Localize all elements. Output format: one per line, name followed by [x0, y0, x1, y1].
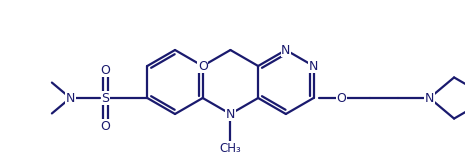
- Text: O: O: [198, 60, 208, 72]
- Text: O: O: [337, 92, 346, 104]
- Text: N: N: [281, 44, 291, 56]
- Text: N: N: [226, 108, 235, 120]
- Text: N: N: [66, 92, 75, 104]
- Text: O: O: [100, 120, 110, 132]
- Text: O: O: [100, 64, 110, 76]
- Text: N: N: [309, 60, 318, 72]
- Text: N: N: [425, 92, 434, 104]
- Text: CH₃: CH₃: [219, 142, 241, 155]
- Text: S: S: [101, 92, 109, 104]
